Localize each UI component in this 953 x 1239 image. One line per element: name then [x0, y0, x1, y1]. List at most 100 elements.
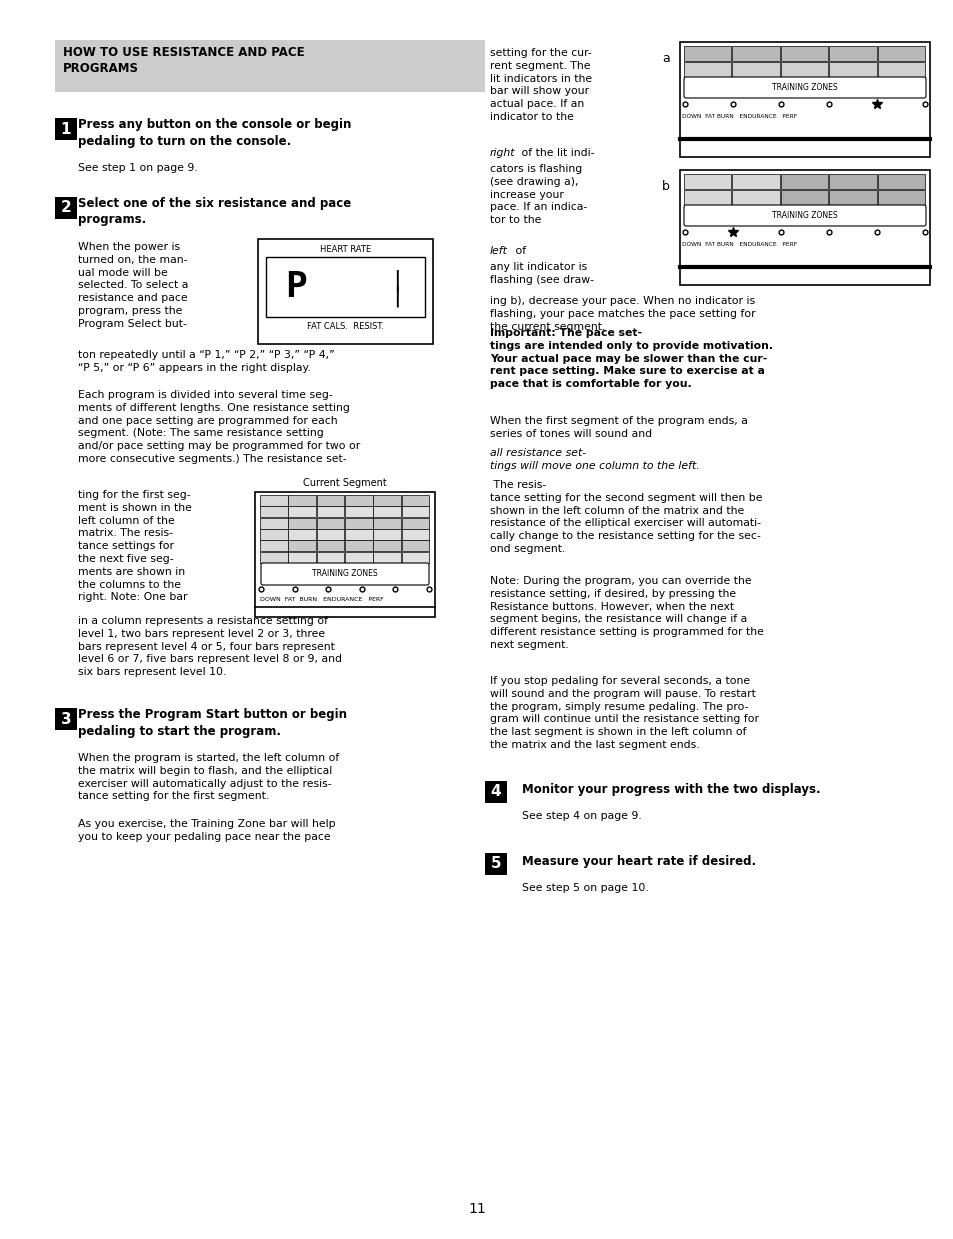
Text: ing b), decrease your pace. When no indicator is
flashing, your pace matches the: ing b), decrease your pace. When no indi…: [490, 296, 755, 332]
Text: TRAINING ZONES: TRAINING ZONES: [771, 83, 837, 92]
Bar: [732, 62, 779, 77]
Text: DOWN  FAT BURN   ENDURANCE   PERF: DOWN FAT BURN ENDURANCE PERF: [681, 242, 797, 247]
Text: 1: 1: [61, 121, 71, 136]
Text: 2: 2: [61, 201, 71, 216]
Bar: [288, 551, 315, 563]
Text: 4: 4: [490, 784, 500, 799]
Bar: [683, 46, 731, 61]
Bar: [877, 190, 924, 204]
Bar: [828, 46, 876, 61]
Text: 11: 11: [468, 1202, 485, 1215]
Text: See step 4 on page 9.: See step 4 on page 9.: [521, 812, 641, 821]
Bar: [345, 540, 373, 551]
Text: DOWN  FAT BURN   ENDURANCE   PERF: DOWN FAT BURN ENDURANCE PERF: [681, 114, 797, 119]
FancyBboxPatch shape: [683, 77, 925, 98]
Bar: [316, 507, 344, 517]
Text: a: a: [661, 52, 669, 64]
Text: b: b: [661, 180, 669, 193]
Bar: [316, 540, 344, 551]
Bar: [316, 551, 344, 563]
Text: cators is flashing
(see drawing a),
increase your
pace. If an indica-
tor to the: cators is flashing (see drawing a), incr…: [490, 164, 587, 225]
Bar: [401, 529, 429, 540]
Bar: [828, 62, 876, 77]
Text: DOWN  FAT  BURN   ENDURANCE   PERF: DOWN FAT BURN ENDURANCE PERF: [260, 597, 383, 602]
Text: FAT CALS.  RESIST.: FAT CALS. RESIST.: [307, 322, 384, 331]
Text: Current Segment: Current Segment: [303, 478, 387, 488]
Bar: [373, 507, 401, 517]
Text: |: |: [393, 285, 400, 307]
Bar: [257, 239, 433, 344]
Bar: [345, 496, 373, 506]
Bar: [288, 496, 315, 506]
Text: ton repeatedly until a “P 1,” “P 2,” “P 3,” “P 4,”
“P 5,” or “P 6” appears in th: ton repeatedly until a “P 1,” “P 2,” “P …: [78, 349, 335, 373]
Text: Note: During the program, you can override the
resistance setting, if desired, b: Note: During the program, you can overri…: [490, 576, 763, 650]
Bar: [679, 42, 929, 157]
Text: any lit indicator is
flashing (see draw-: any lit indicator is flashing (see draw-: [490, 261, 594, 285]
Bar: [373, 518, 401, 529]
Bar: [877, 46, 924, 61]
Bar: [780, 46, 827, 61]
Bar: [288, 507, 315, 517]
Text: See step 1 on page 9.: See step 1 on page 9.: [78, 164, 197, 173]
Bar: [260, 551, 288, 563]
Text: When the first segment of the program ends, a
series of tones will sound and: When the first segment of the program en…: [490, 416, 747, 439]
Text: Important: The pace set-
tings are intended only to provide motivation.
Your act: Important: The pace set- tings are inten…: [490, 328, 772, 389]
Bar: [877, 173, 924, 190]
Bar: [683, 173, 731, 190]
Bar: [260, 496, 288, 506]
Text: When the power is
turned on, the man-
ual mode will be
selected. To select a
res: When the power is turned on, the man- ua…: [78, 242, 188, 328]
Bar: [316, 529, 344, 540]
Bar: [780, 190, 827, 204]
Bar: [484, 852, 506, 875]
Bar: [683, 62, 731, 77]
Text: in a column represents a resistance setting of
level 1, two bars represent level: in a column represents a resistance sett…: [78, 616, 341, 678]
Bar: [780, 173, 827, 190]
Text: Select one of the six resistance and pace
programs.: Select one of the six resistance and pac…: [78, 197, 351, 227]
Text: Press any button on the console or begin
pedaling to turn on the console.: Press any button on the console or begin…: [78, 118, 351, 147]
FancyBboxPatch shape: [683, 204, 925, 225]
Bar: [401, 507, 429, 517]
Text: The resis-
tance setting for the second segment will then be
shown in the left c: The resis- tance setting for the second …: [490, 479, 761, 554]
Text: When the program is started, the left column of
the matrix will begin to flash, : When the program is started, the left co…: [78, 753, 339, 802]
Bar: [345, 551, 373, 563]
Text: right: right: [490, 147, 515, 159]
Bar: [780, 62, 827, 77]
Text: HOW TO USE RESISTANCE AND PACE
PROGRAMS: HOW TO USE RESISTANCE AND PACE PROGRAMS: [63, 46, 304, 76]
Bar: [345, 507, 373, 517]
Text: of the lit indi-: of the lit indi-: [517, 147, 594, 159]
Bar: [55, 707, 77, 730]
Bar: [55, 197, 77, 219]
Text: TRAINING ZONES: TRAINING ZONES: [312, 570, 377, 579]
FancyBboxPatch shape: [261, 563, 429, 585]
Bar: [55, 40, 484, 92]
Text: Each program is divided into several time seg-
ments of different lengths. One r: Each program is divided into several tim…: [78, 390, 360, 463]
Bar: [401, 518, 429, 529]
Text: |: |: [393, 269, 400, 291]
Bar: [732, 190, 779, 204]
Bar: [373, 496, 401, 506]
Bar: [288, 518, 315, 529]
Text: Monitor your progress with the two displays.: Monitor your progress with the two displ…: [521, 783, 820, 795]
Text: If you stop pedaling for several seconds, a tone
will sound and the program will: If you stop pedaling for several seconds…: [490, 676, 759, 750]
Text: setting for the cur-
rent segment. The
lit indicators in the
bar will show your
: setting for the cur- rent segment. The l…: [490, 48, 592, 135]
Bar: [877, 62, 924, 77]
Bar: [288, 540, 315, 551]
Bar: [401, 540, 429, 551]
Text: of: of: [512, 247, 525, 256]
Bar: [260, 507, 288, 517]
Text: 3: 3: [61, 711, 71, 726]
Bar: [401, 496, 429, 506]
Text: left: left: [490, 247, 507, 256]
Text: See step 5 on page 10.: See step 5 on page 10.: [521, 883, 648, 893]
Bar: [373, 551, 401, 563]
Text: P: P: [285, 270, 307, 304]
Bar: [266, 256, 424, 317]
Bar: [828, 190, 876, 204]
Bar: [345, 518, 373, 529]
Bar: [732, 173, 779, 190]
Text: Press the Program Start button or begin
pedaling to start the program.: Press the Program Start button or begin …: [78, 707, 347, 737]
Bar: [260, 529, 288, 540]
Text: TRAINING ZONES: TRAINING ZONES: [771, 211, 837, 221]
Bar: [288, 529, 315, 540]
Text: Measure your heart rate if desired.: Measure your heart rate if desired.: [521, 855, 756, 869]
